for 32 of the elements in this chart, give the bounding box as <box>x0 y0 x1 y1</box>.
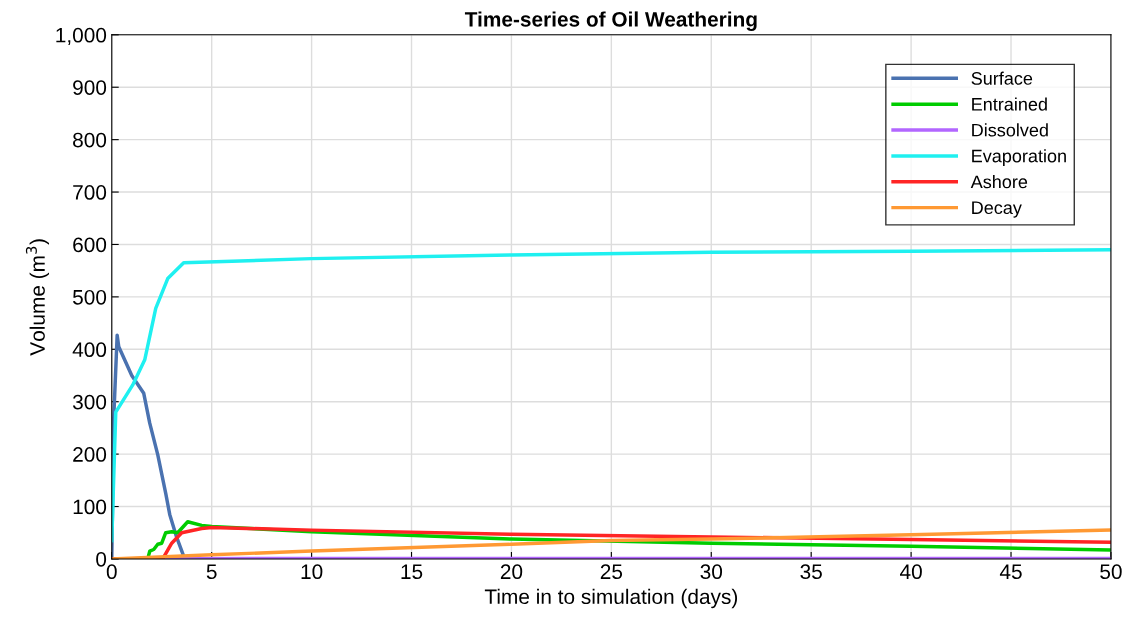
x-tick-label: 5 <box>206 564 217 580</box>
y-tick-label: 400 <box>72 342 107 358</box>
y-axis-title: Volume (m$^{3}$) <box>25 239 49 356</box>
y-tick-label: 1,000 <box>56 27 107 46</box>
x-tick-label: 25 <box>600 564 623 580</box>
y-tick-label: 200 <box>73 447 107 462</box>
y-tick-label: 500 <box>72 289 107 305</box>
legend-label: Surface <box>971 71 1033 85</box>
x-tick-label: 45 <box>999 564 1022 580</box>
x-tick-label: 35 <box>800 564 822 580</box>
legend-label: Dissolved <box>972 123 1048 137</box>
chart-title: Time-series of Oil Weathering <box>464 11 757 31</box>
x-tick-label: 15 <box>401 564 423 580</box>
y-tick-label: 900 <box>73 80 107 95</box>
x-axis-title: Time in to simulation (days) <box>484 588 738 609</box>
y-tick-label: 600 <box>73 237 107 253</box>
x-tick-label: 50 <box>1100 564 1122 580</box>
legend-label: Evaporation <box>972 149 1066 166</box>
y-tick-label: 0 <box>96 551 107 567</box>
x-tick-label: 10 <box>301 564 323 580</box>
legend-label: Decay <box>972 201 1022 218</box>
x-tick-label: 0 <box>106 564 117 580</box>
y-tick-label: 700 <box>73 185 107 200</box>
x-tick-label: 30 <box>700 564 723 580</box>
line-series <box>111 247 1111 543</box>
legend-label: Ashore <box>970 175 1028 189</box>
y-tick-label: 300 <box>72 394 107 410</box>
y-tick-label: 800 <box>73 132 107 148</box>
y-tick-label: 100 <box>73 499 107 515</box>
legend-label: Entrained <box>972 97 1047 111</box>
x-tick-label: 40 <box>900 564 922 580</box>
x-tick-label: 20 <box>500 564 523 580</box>
